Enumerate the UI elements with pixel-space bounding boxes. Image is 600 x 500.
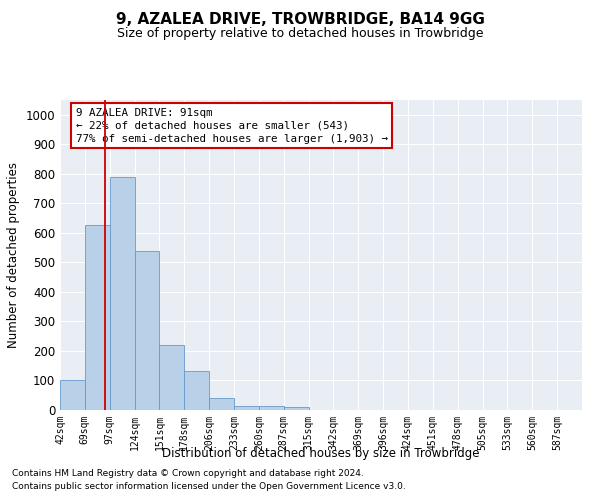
Bar	[60, 380, 85, 410]
Text: Distribution of detached houses by size in Trowbridge: Distribution of detached houses by size …	[162, 448, 480, 460]
Text: 9 AZALEA DRIVE: 91sqm
← 22% of detached houses are smaller (543)
77% of semi-det: 9 AZALEA DRIVE: 91sqm ← 22% of detached …	[76, 108, 388, 144]
Y-axis label: Number of detached properties: Number of detached properties	[7, 162, 20, 348]
Bar	[160, 345, 184, 410]
Bar	[85, 226, 110, 410]
Bar	[259, 406, 284, 410]
Bar	[184, 371, 209, 410]
Bar	[284, 408, 308, 410]
Text: Contains public sector information licensed under the Open Government Licence v3: Contains public sector information licen…	[12, 482, 406, 491]
Bar	[110, 177, 134, 410]
Bar	[234, 406, 259, 410]
Text: Size of property relative to detached houses in Trowbridge: Size of property relative to detached ho…	[117, 28, 483, 40]
Bar	[134, 250, 160, 410]
Bar	[209, 398, 234, 410]
Text: Contains HM Land Registry data © Crown copyright and database right 2024.: Contains HM Land Registry data © Crown c…	[12, 468, 364, 477]
Text: 9, AZALEA DRIVE, TROWBRIDGE, BA14 9GG: 9, AZALEA DRIVE, TROWBRIDGE, BA14 9GG	[116, 12, 484, 28]
